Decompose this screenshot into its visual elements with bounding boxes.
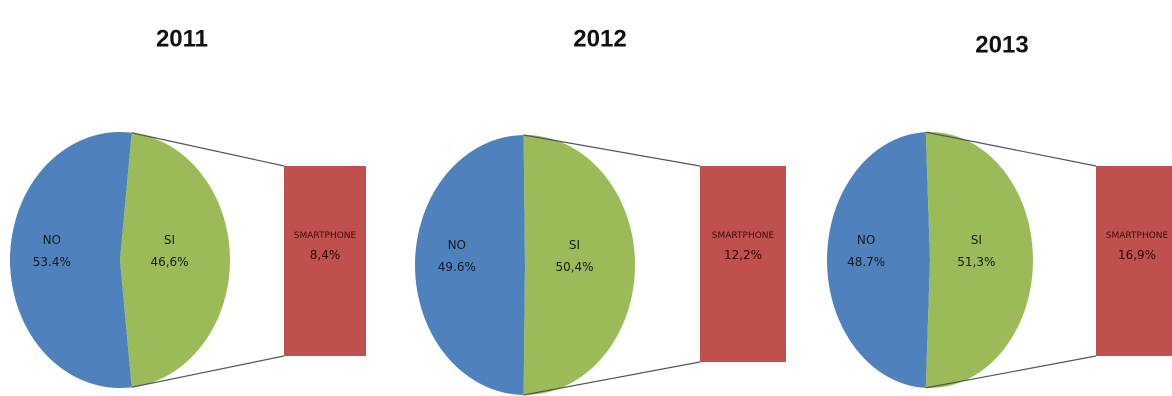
chart-title: 2011 xyxy=(156,25,208,52)
breakout-value: 16,9% xyxy=(1118,248,1156,262)
slice-label: SI xyxy=(971,233,982,247)
breakout-bar xyxy=(700,166,786,362)
connector-line xyxy=(131,355,285,388)
slice-value: 46,6% xyxy=(150,255,188,269)
connector-line xyxy=(523,134,701,167)
slice-label: NO xyxy=(448,238,466,252)
breakout-value: 12,2% xyxy=(724,248,762,262)
slice-value: 48.7% xyxy=(847,255,885,269)
breakout-bar xyxy=(1096,166,1172,356)
connector-line xyxy=(523,361,701,396)
slice-label: SI xyxy=(569,238,580,252)
slice-label: SI xyxy=(164,233,175,247)
slice-label: NO xyxy=(43,233,61,247)
breakout-bar xyxy=(284,166,366,356)
breakout-label: SMARTPHONE xyxy=(712,231,775,241)
slice-value: 51,3% xyxy=(957,255,995,269)
chart-title: 2012 xyxy=(573,25,626,52)
connector-line xyxy=(925,131,1097,167)
slice-si xyxy=(925,132,1033,388)
connector-line xyxy=(131,132,285,167)
slice-value: 53.4% xyxy=(33,255,71,269)
slice-label: NO xyxy=(857,233,875,247)
pie-chart-2013: 2013 NO 48.7% SI 51,3% SMARTPHONE 16,9% xyxy=(826,31,1172,389)
slice-no xyxy=(414,135,525,395)
pie-chart-2011: 2011 NO 53.4% SI 46,6% SMARTPHONE 8,4% xyxy=(10,25,366,388)
slice-no xyxy=(10,131,132,388)
chart-title: 2013 xyxy=(975,31,1028,58)
breakout-value: 8,4% xyxy=(310,248,341,262)
slice-si xyxy=(120,132,231,388)
breakout-label: SMARTPHONE xyxy=(294,231,357,241)
breakout-label: SMARTPHONE xyxy=(1106,231,1169,241)
slice-si xyxy=(523,135,635,396)
slice-no xyxy=(826,132,930,388)
pie-chart-2012: 2012 NO 49.6% SI 50,4% SMARTPHONE 12,2% xyxy=(414,25,786,396)
slice-value: 50,4% xyxy=(555,260,593,274)
slice-value: 49.6% xyxy=(438,260,476,274)
connector-line xyxy=(925,355,1097,389)
